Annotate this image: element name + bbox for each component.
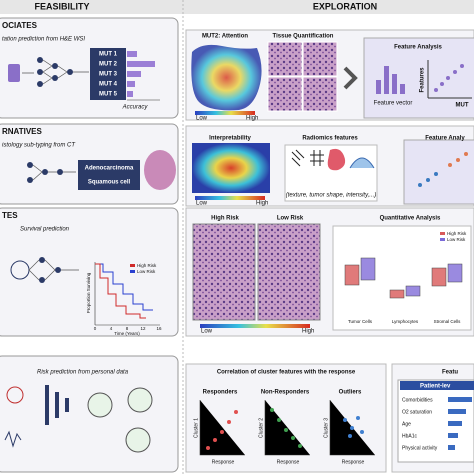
output: Squamous cell [88,180,131,186]
row-1: OCIATES tation prediction from H&E WSI M… [0,17,474,122]
tick: 4 [110,326,113,331]
header-right: EXPLORATION [313,1,377,11]
panel-title: High Risk [211,216,239,222]
cb-high: High [246,116,258,122]
group: Responders [203,390,238,396]
cb-high: High [302,329,314,335]
axis-label: Cluster 3 [323,418,329,438]
category: Lymphocytes [392,319,419,324]
task: Risk prediction from personal data [37,370,129,376]
panel-title: Radiomics features [302,136,358,142]
cb-high: High [256,201,268,207]
tick: 8 [126,326,129,331]
row-3: TES Survival prediction High Risk Low Ri… [0,207,474,337]
item: Physical activity [402,445,438,451]
axis-label: Cluster 2 [258,418,264,438]
panel-title: Interpretability [209,136,251,142]
item: HbA1c [402,433,418,439]
label: Feature vector [374,101,413,107]
axis-label: Accuracy [122,105,149,111]
tick: 0 [94,326,97,331]
cb-low: Low [196,201,208,207]
row-2: RNATIVES istology sub-typing from CT Ade… [0,123,474,207]
output: MUT 5 [99,92,118,98]
axis-label: Response [277,459,300,465]
axis-label: Cluster 1 [193,418,199,438]
legend: High Risk [447,231,467,236]
axis-label: Response [342,459,365,465]
axis-label: MUT [456,103,469,109]
output: MUT 1 [99,52,118,58]
category: Tumor Cells [348,319,373,324]
panel-title: Feature Analysis [394,45,442,51]
tick: 12 [140,326,146,331]
output: MUT 3 [99,72,118,78]
item: Age [402,421,411,427]
axis-label: Response [212,459,235,465]
category: Stromal Cells [434,319,462,324]
task: istology sub-typing from CT [2,143,76,149]
legend: Low Risk [137,269,156,274]
legend: High Risk [137,263,157,268]
panel-title: Low Risk [277,216,304,222]
group: Outliers [339,390,362,396]
header: Patient-lev [420,384,451,390]
panel-title: Featu [442,370,458,376]
panel-title: Quantitative Analysis [380,216,441,222]
item: O2 saturation [402,409,432,415]
group: Non-Responders [261,390,310,396]
legend: Low Risk [447,237,466,242]
tick: 16 [156,326,162,331]
output: Adenocarcinoma [85,166,134,172]
item: Comorbidities [402,397,433,403]
header-bar [0,0,474,14]
panel-title: Tissue Quantification [273,34,334,40]
row-title: OCIATES [2,21,38,30]
axis-label: Proportion Surviving [86,272,91,313]
panel-title: Feature Analy [425,136,465,142]
task: tation prediction from H&E WSI [2,37,85,43]
panel-title: Correlation of cluster features with the… [217,370,356,376]
header-left: FEASIBILITY [34,1,89,11]
panel-title: MUT2: Attention [202,34,248,40]
row-title: TES [2,211,18,220]
row-4: Risk prediction from personal data Corre… [0,355,474,473]
output: MUT 2 [99,62,118,68]
note: (texture, tumor shape, intensity,...) [286,193,377,199]
cb-low: Low [196,116,208,122]
cb-low: Low [201,329,213,335]
row-title: RNATIVES [2,127,43,136]
task: Survival prediction [20,227,70,233]
output: MUT 4 [99,82,118,88]
axis-label: Time (Years) [114,331,140,336]
axis-label: Features [420,67,426,93]
